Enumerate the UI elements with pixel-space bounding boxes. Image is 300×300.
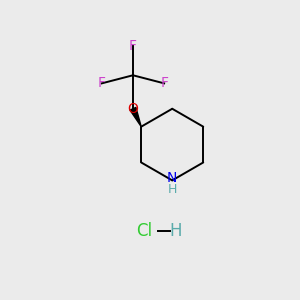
Text: H: H: [167, 183, 177, 196]
Text: O: O: [128, 102, 138, 116]
Text: F: F: [160, 76, 168, 90]
Text: N: N: [167, 171, 177, 184]
Text: F: F: [98, 76, 106, 90]
Polygon shape: [130, 107, 141, 127]
Text: F: F: [129, 39, 137, 53]
Text: H: H: [169, 222, 182, 240]
Text: Cl: Cl: [136, 222, 153, 240]
